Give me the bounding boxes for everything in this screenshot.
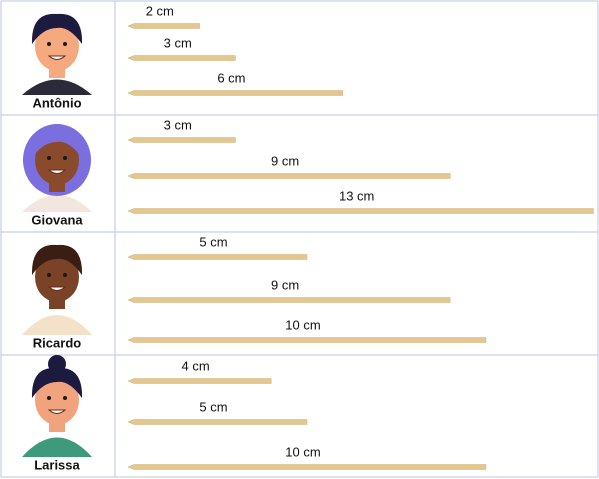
stick bbox=[127, 90, 344, 96]
stick bbox=[127, 137, 236, 143]
avatar-smile bbox=[47, 286, 67, 291]
avatar-face bbox=[35, 375, 79, 425]
stick-label: 13 cm bbox=[339, 188, 374, 203]
avatar-smile bbox=[47, 409, 67, 414]
avatar-smile bbox=[47, 55, 67, 60]
stick-label: 9 cm bbox=[271, 153, 299, 168]
avatar-shirt bbox=[22, 315, 92, 335]
avatar-hair bbox=[31, 367, 83, 398]
stick-label: 3 cm bbox=[164, 35, 192, 50]
person-name: Giovana bbox=[31, 212, 83, 227]
stick bbox=[127, 23, 200, 29]
avatar bbox=[22, 124, 92, 212]
avatar-face bbox=[35, 252, 79, 302]
avatar-eye bbox=[63, 42, 67, 46]
stick-label: 6 cm bbox=[217, 70, 245, 85]
avatar-eye bbox=[47, 156, 51, 160]
avatar-eye bbox=[47, 42, 51, 46]
avatar-eye bbox=[63, 273, 67, 277]
avatar-hair bbox=[31, 244, 83, 275]
stick bbox=[127, 464, 487, 470]
avatar-shirt bbox=[22, 195, 92, 212]
avatar-bun bbox=[48, 355, 66, 373]
stick bbox=[127, 337, 487, 343]
stick-label: 5 cm bbox=[199, 399, 227, 414]
avatar-hair bbox=[31, 13, 83, 44]
stick bbox=[127, 378, 272, 384]
stick bbox=[127, 55, 236, 61]
person-name: Ricardo bbox=[33, 335, 81, 350]
stick-label: 3 cm bbox=[164, 117, 192, 132]
stick bbox=[127, 208, 594, 214]
person-name: Larissa bbox=[34, 457, 80, 472]
avatar-eye bbox=[63, 156, 67, 160]
avatar-face bbox=[35, 21, 79, 71]
avatar-eye bbox=[47, 273, 51, 277]
avatar-face bbox=[35, 135, 79, 185]
avatar-shirt bbox=[22, 437, 92, 457]
avatar-smile bbox=[47, 169, 67, 174]
stick-label: 9 cm bbox=[271, 277, 299, 292]
stick-label: 10 cm bbox=[285, 317, 320, 332]
avatar-hair bbox=[31, 127, 83, 158]
stick-label: 10 cm bbox=[285, 444, 320, 459]
avatar-eye bbox=[47, 396, 51, 400]
person-name: Antônio bbox=[32, 95, 81, 110]
stick-label: 2 cm bbox=[146, 3, 174, 18]
stick bbox=[127, 173, 451, 179]
stick-label: 4 cm bbox=[182, 358, 210, 373]
stick bbox=[127, 254, 308, 260]
stick bbox=[127, 419, 308, 425]
stick-label: 5 cm bbox=[199, 234, 227, 249]
avatar bbox=[22, 355, 92, 457]
avatar bbox=[22, 13, 92, 95]
avatar-eye bbox=[63, 396, 67, 400]
stick bbox=[127, 297, 451, 303]
avatar bbox=[22, 244, 92, 335]
avatar-shirt bbox=[22, 79, 92, 95]
